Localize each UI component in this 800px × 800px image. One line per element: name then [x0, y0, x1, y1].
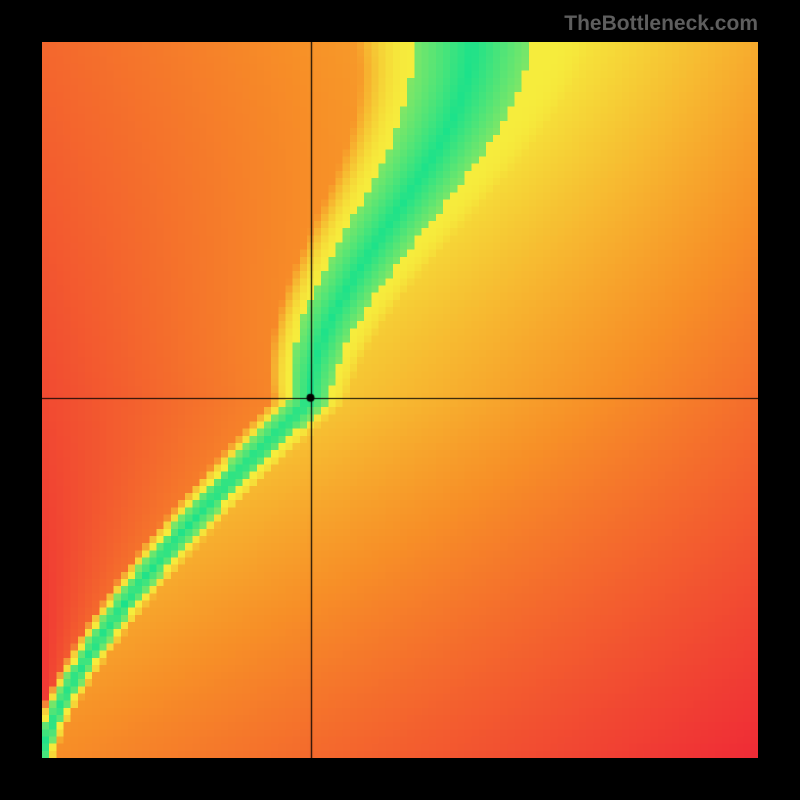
chart-container: TheBottleneck.com: [0, 0, 800, 800]
watermark-text: TheBottleneck.com: [564, 12, 758, 36]
bottleneck-heatmap: [42, 42, 758, 758]
